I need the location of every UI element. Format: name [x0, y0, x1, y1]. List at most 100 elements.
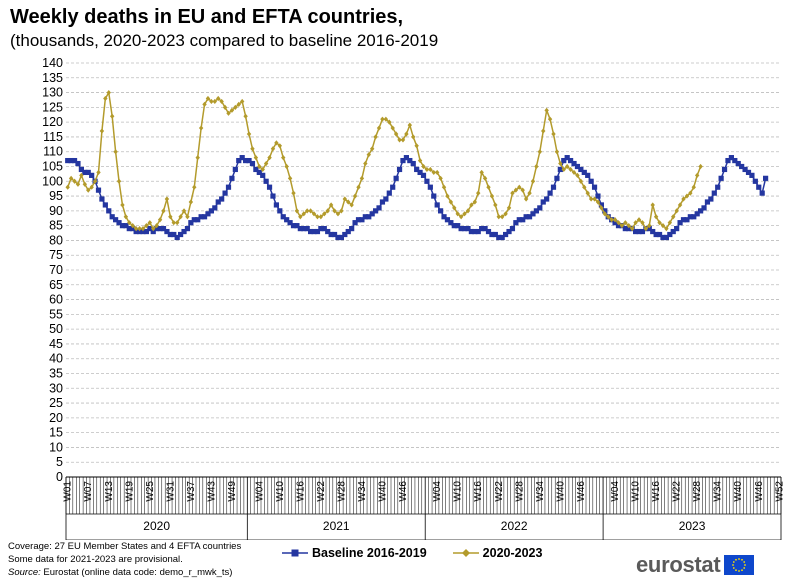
data-point	[582, 184, 587, 190]
data-point	[677, 202, 683, 208]
data-point	[742, 166, 748, 173]
coverage-note: Coverage: 27 EU Member States and 4 EFTA…	[8, 541, 242, 552]
data-point	[208, 208, 214, 214]
data-point	[680, 217, 687, 223]
data-point	[318, 214, 324, 220]
data-point	[691, 214, 697, 220]
data-point	[708, 196, 714, 202]
data-point	[633, 228, 639, 235]
data-point	[657, 220, 662, 226]
data-point	[677, 220, 683, 226]
data-point	[728, 155, 734, 161]
y-tick-label: 70	[49, 263, 63, 277]
data-point	[335, 234, 341, 241]
data-point	[82, 169, 88, 176]
data-point	[304, 226, 310, 232]
data-point	[281, 155, 286, 161]
data-point	[721, 166, 728, 173]
data-point	[698, 163, 703, 170]
data-point	[551, 131, 556, 137]
y-tick-label: 60	[49, 293, 63, 307]
data-point	[650, 228, 656, 235]
y-tick-label: 20	[49, 411, 63, 425]
data-point	[178, 231, 184, 238]
y-tick-label: 0	[56, 470, 63, 484]
data-point	[338, 234, 344, 241]
data-point	[291, 190, 296, 196]
data-point	[188, 220, 194, 226]
year-label-2021: 2021	[323, 519, 350, 533]
data-point	[78, 166, 84, 173]
data-point	[647, 223, 652, 229]
data-point	[591, 184, 598, 190]
y-tick-label: 45	[49, 337, 63, 351]
data-point	[763, 175, 769, 181]
data-point	[506, 228, 512, 235]
data-point	[640, 220, 645, 226]
data-point	[301, 226, 307, 232]
data-point	[417, 169, 423, 176]
data-point	[414, 166, 420, 173]
data-point	[75, 160, 81, 167]
legend-item-current: 2020-2023	[452, 546, 543, 560]
data-point	[479, 226, 485, 232]
week-label: W22	[316, 481, 327, 502]
y-tick-label: 25	[49, 396, 63, 410]
data-point	[137, 226, 142, 232]
data-point	[438, 175, 443, 181]
data-point	[212, 98, 218, 105]
data-point	[195, 217, 201, 223]
data-point	[417, 157, 423, 164]
data-point	[229, 175, 235, 181]
data-point	[602, 208, 608, 214]
data-point	[157, 226, 163, 232]
data-point	[328, 231, 334, 238]
data-point	[345, 228, 351, 235]
data-point	[301, 211, 306, 217]
data-point	[506, 205, 512, 211]
data-point	[109, 113, 115, 119]
data-point	[595, 193, 601, 199]
y-tick-label: 15	[49, 426, 63, 440]
data-point	[493, 202, 498, 208]
data-point	[383, 196, 389, 202]
data-point	[297, 226, 303, 232]
data-point	[103, 95, 108, 102]
data-point	[290, 223, 297, 229]
data-point	[102, 202, 108, 208]
data-point	[79, 172, 84, 178]
data-point	[482, 226, 488, 232]
data-point	[461, 226, 468, 232]
data-point	[492, 231, 498, 238]
data-point	[322, 211, 327, 217]
data-point	[342, 231, 348, 238]
data-point	[571, 169, 577, 176]
data-point	[298, 214, 303, 220]
week-label: W25	[145, 481, 156, 502]
data-point	[123, 214, 129, 220]
data-point	[212, 205, 218, 211]
data-point	[229, 107, 235, 113]
data-point	[537, 149, 543, 155]
week-label: W19	[124, 481, 135, 502]
data-point	[267, 155, 272, 161]
data-point	[160, 226, 167, 232]
data-point	[612, 217, 618, 223]
data-point	[219, 98, 224, 105]
data-point	[684, 193, 690, 199]
data-point	[759, 190, 765, 196]
data-point	[246, 157, 252, 164]
data-point	[195, 155, 200, 161]
week-label: W40	[555, 481, 566, 502]
legend-label-current: 2020-2023	[482, 546, 543, 560]
data-point	[592, 196, 597, 202]
data-point	[547, 190, 553, 196]
data-point	[68, 175, 74, 181]
week-label: W07	[83, 481, 94, 502]
data-point	[472, 199, 478, 205]
data-point	[571, 160, 577, 167]
data-point	[427, 184, 433, 190]
data-point	[147, 220, 153, 226]
data-point	[564, 155, 570, 161]
data-point	[469, 202, 474, 208]
